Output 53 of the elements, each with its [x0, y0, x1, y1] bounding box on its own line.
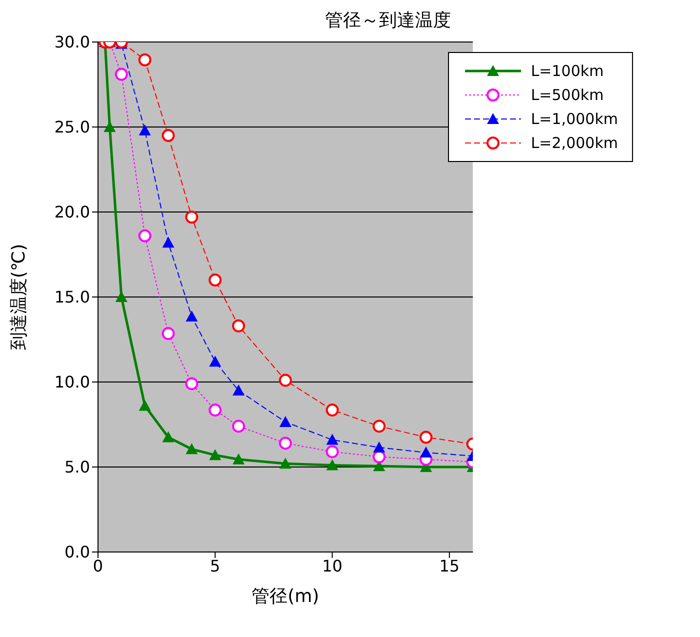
point [138, 124, 151, 136]
x-tick-label: 5 [210, 556, 220, 576]
legend-label: L=500km [530, 86, 604, 104]
point [232, 319, 246, 332]
point [114, 68, 128, 81]
point [326, 404, 339, 417]
x-axis-title: 管径(m) [252, 586, 320, 607]
point [372, 420, 386, 433]
point [209, 449, 222, 460]
point [232, 453, 245, 464]
point [279, 458, 292, 469]
x-tick-label: 15 [439, 556, 460, 576]
point [185, 210, 198, 224]
chart-title: 管径～到達温度 [324, 9, 452, 32]
point [138, 53, 152, 66]
legend-label: L=1,000km [530, 110, 618, 128]
x-tick-label: 0 [92, 556, 104, 576]
point [162, 327, 175, 340]
point [162, 431, 174, 442]
point [209, 356, 222, 367]
point [186, 310, 198, 322]
y-tick-label: 0.0 [64, 542, 90, 562]
point [326, 434, 338, 445]
y-tick-label: 30.0 [54, 32, 90, 52]
y-tick-label: 5.0 [64, 458, 90, 477]
point [162, 129, 175, 142]
point [162, 236, 174, 248]
point [115, 291, 128, 302]
point [232, 420, 246, 433]
point [185, 377, 198, 390]
point [279, 416, 292, 427]
point [278, 374, 292, 387]
legend-label: L=100km [530, 62, 604, 80]
point [186, 443, 198, 454]
point [208, 274, 222, 286]
point [326, 445, 339, 458]
y-tick-label: 15.0 [54, 288, 90, 307]
point [208, 404, 222, 417]
y-tick-label: 25.0 [54, 118, 90, 137]
point [278, 436, 292, 450]
point [232, 384, 245, 396]
point [419, 430, 432, 444]
y-tick-label: 20.0 [54, 202, 90, 222]
point [138, 229, 152, 242]
point [326, 459, 338, 470]
y-axis-title: 到達温度(℃) [8, 244, 30, 350]
point [104, 121, 116, 132]
point [138, 400, 151, 411]
x-tick-label: 10 [322, 556, 342, 576]
point [420, 446, 432, 458]
legend-label: L=2,000km [530, 134, 618, 152]
y-tick-label: 10.0 [54, 372, 90, 392]
point [373, 441, 386, 452]
